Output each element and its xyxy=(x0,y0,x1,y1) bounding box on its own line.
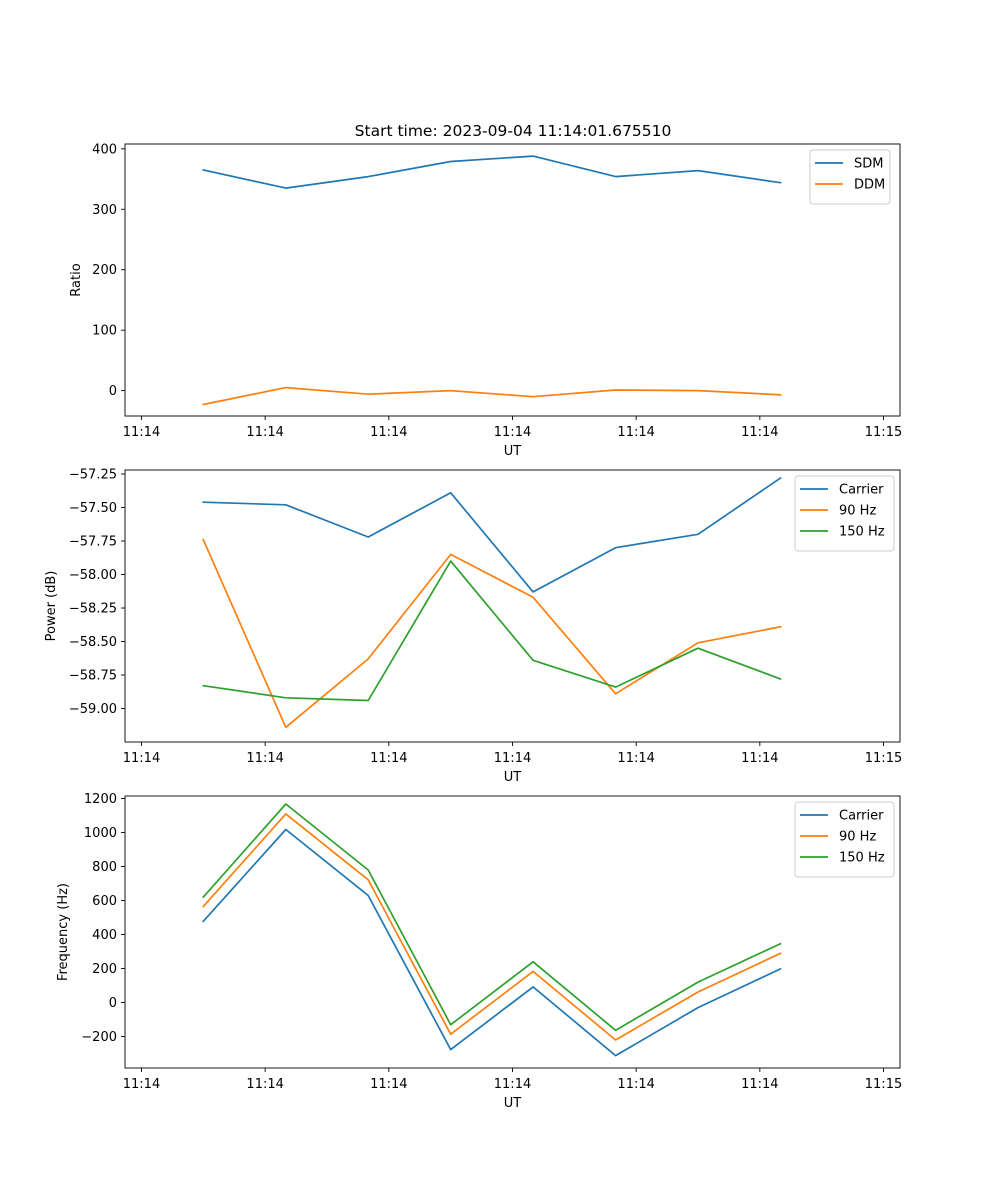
ratio-x-tick-label: 11:14 xyxy=(741,425,778,440)
power-x-tick-label: 11:14 xyxy=(617,751,654,766)
frequency-legend-label: 150 Hz xyxy=(839,851,885,866)
frequency-legend-label: Carrier xyxy=(839,809,884,824)
frequency-panel: 11:14 11:14 11:14 11:14 11:14 11:14 11:15 −200 0… xyxy=(56,792,902,1111)
power-series-90-hz-line xyxy=(202,538,782,729)
figure-title: Start time: 2023-09-04 11:14:01.675510 xyxy=(355,122,672,140)
power-y-axis-label: Power (dB) xyxy=(44,571,59,642)
power-y-tick-label: −59.00 xyxy=(69,702,117,717)
power-y-tick-label: −58.75 xyxy=(69,669,117,684)
power-x-tick-label: 11:14 xyxy=(123,751,160,766)
frequency-x-tick-label: 11:14 xyxy=(494,1077,531,1092)
frequency-x-axis-label: UT xyxy=(504,1096,522,1111)
frequency-legend-box xyxy=(794,801,895,878)
power-legend-box xyxy=(794,475,895,552)
power-y-tick-label: −57.25 xyxy=(69,468,117,483)
ratio-x-tick-label: 11:14 xyxy=(246,425,283,440)
frequency-series-carrier-line xyxy=(202,828,782,1057)
frequency-x-tick-label: 11:14 xyxy=(246,1077,283,1092)
power-y-tick-label: −58.00 xyxy=(69,568,117,583)
frequency-y-tick-label: 0 xyxy=(109,996,117,1011)
ratio-x-tick-label: 11:14 xyxy=(123,425,160,440)
frequency-y-tick-label: −200 xyxy=(81,1030,117,1045)
power-x-tick-label: 11:14 xyxy=(741,751,778,766)
frequency-y-tick-label: 400 xyxy=(92,928,117,943)
ratio-x-tick-label: 11:14 xyxy=(370,425,407,440)
frequency-y-tick-label: 1200 xyxy=(84,792,117,807)
frequency-y-axis-label: Frequency (Hz) xyxy=(56,883,71,981)
frequency-series-150-hz-line xyxy=(202,803,782,1032)
power-y-tick-label: −57.50 xyxy=(69,501,117,516)
ratio-y-tick-label: 0 xyxy=(109,384,117,399)
frequency-x-tick-label: 11:14 xyxy=(123,1077,160,1092)
ratio-series-sdm-line xyxy=(202,155,782,189)
power-x-tick-label: 11:14 xyxy=(246,751,283,766)
power-x-tick-label: 11:14 xyxy=(370,751,407,766)
frequency-x-tick-label: 11:15 xyxy=(865,1077,902,1092)
frequency-series-90-hz-line xyxy=(202,813,782,1041)
power-legend-label: 150 Hz xyxy=(839,525,885,540)
ratio-y-tick-label: 200 xyxy=(92,263,117,278)
power-y-tick-label: −57.75 xyxy=(69,535,117,550)
power-series-carrier-line xyxy=(202,476,782,593)
frequency-legend-label: 90 Hz xyxy=(839,830,876,845)
frequency-y-tick-label: 1000 xyxy=(84,826,117,841)
ratio-legend-label: DDM xyxy=(854,178,885,193)
power-x-axis-label: UT xyxy=(504,770,522,785)
ratio-y-tick-label: 400 xyxy=(92,142,117,157)
power-legend-label: 90 Hz xyxy=(839,504,876,519)
frequency-x-tick-label: 11:14 xyxy=(617,1077,654,1092)
power-legend: Carrier 90 Hz 150 Hz xyxy=(794,475,895,552)
ratio-x-tick-label: 11:15 xyxy=(865,425,902,440)
frequency-x-tick-label: 11:14 xyxy=(370,1077,407,1092)
ratio-panel: Start time: 2023-09-04 11:14:01.675510 1… xyxy=(69,122,902,459)
frequency-y-tick-label: 200 xyxy=(92,962,117,977)
frequency-y-tick-label: 600 xyxy=(92,894,117,909)
power-legend-label: Carrier xyxy=(839,483,884,498)
frequency-legend: Carrier 90 Hz 150 Hz xyxy=(794,801,895,878)
ratio-x-tick-label: 11:14 xyxy=(617,425,654,440)
power-series-150-hz-line xyxy=(202,560,782,702)
power-panel: 11:14 11:14 11:14 11:14 11:14 11:14 11:15 −59.0… xyxy=(44,468,902,785)
ratio-x-axis-label: UT xyxy=(504,444,522,459)
frequency-y-tick-label: 800 xyxy=(92,860,117,875)
ratio-x-tick-label: 11:14 xyxy=(494,425,531,440)
frequency-x-tick-label: 11:14 xyxy=(741,1077,778,1092)
ratio-y-axis-label: Ratio xyxy=(69,263,84,296)
ratio-y-tick-label: 100 xyxy=(92,324,117,339)
power-x-tick-label: 11:15 xyxy=(865,751,902,766)
ratio-legend: SDM DDM xyxy=(809,149,891,205)
power-x-tick-label: 11:14 xyxy=(494,751,531,766)
power-y-tick-label: −58.25 xyxy=(69,602,117,617)
power-y-tick-label: −58.50 xyxy=(69,635,117,650)
ratio-series-ddm-line xyxy=(202,386,782,406)
ratio-legend-label: SDM xyxy=(854,157,883,172)
ratio-y-tick-label: 300 xyxy=(92,203,117,218)
